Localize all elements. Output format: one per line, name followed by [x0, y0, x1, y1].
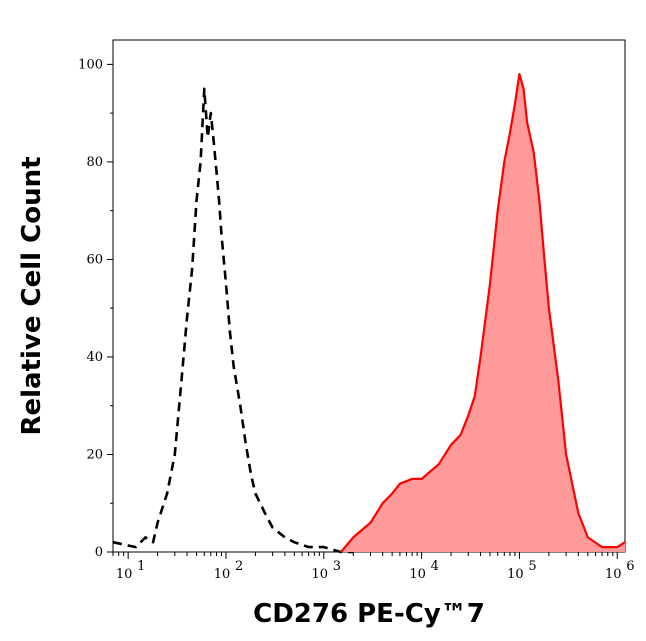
x-tick-label: 10	[409, 567, 426, 582]
x-tick-exponent: 3	[333, 559, 341, 574]
x-tick-exponent: 4	[431, 559, 439, 574]
x-axis: 10 1 10 2 10 3 10 4 10 5 10 6	[112, 552, 635, 582]
y-tick-label: 40	[86, 350, 103, 365]
y-tick-label: 100	[78, 57, 103, 72]
x-tick-label: 10	[116, 567, 133, 582]
x-tick-exponent: 5	[528, 559, 536, 574]
x-tick-exponent: 2	[235, 559, 243, 574]
x-tick-label: 10	[214, 567, 231, 582]
x-tick-exponent: 6	[626, 559, 634, 574]
series-dashed-line	[112, 87, 354, 554]
x-axis-title: CD276 PE-Cy™7	[253, 599, 485, 629]
series-area-fill	[341, 74, 625, 552]
y-tick-label: 0	[95, 545, 103, 560]
x-tick-label: 10	[312, 567, 329, 582]
x-tick-label: 10	[605, 567, 622, 582]
x-tick-exponent: 1	[137, 559, 145, 574]
series-layer	[112, 72, 626, 554]
y-tick-label: 80	[86, 155, 103, 170]
y-tick-label: 60	[86, 252, 103, 267]
series-area-outline	[340, 72, 626, 553]
y-axis-title: Relative Cell Count	[17, 156, 47, 435]
y-axis: 0 20 40 60 80 100	[78, 57, 113, 560]
x-tick-label: 10	[507, 567, 524, 582]
y-tick-label: 20	[86, 447, 103, 462]
